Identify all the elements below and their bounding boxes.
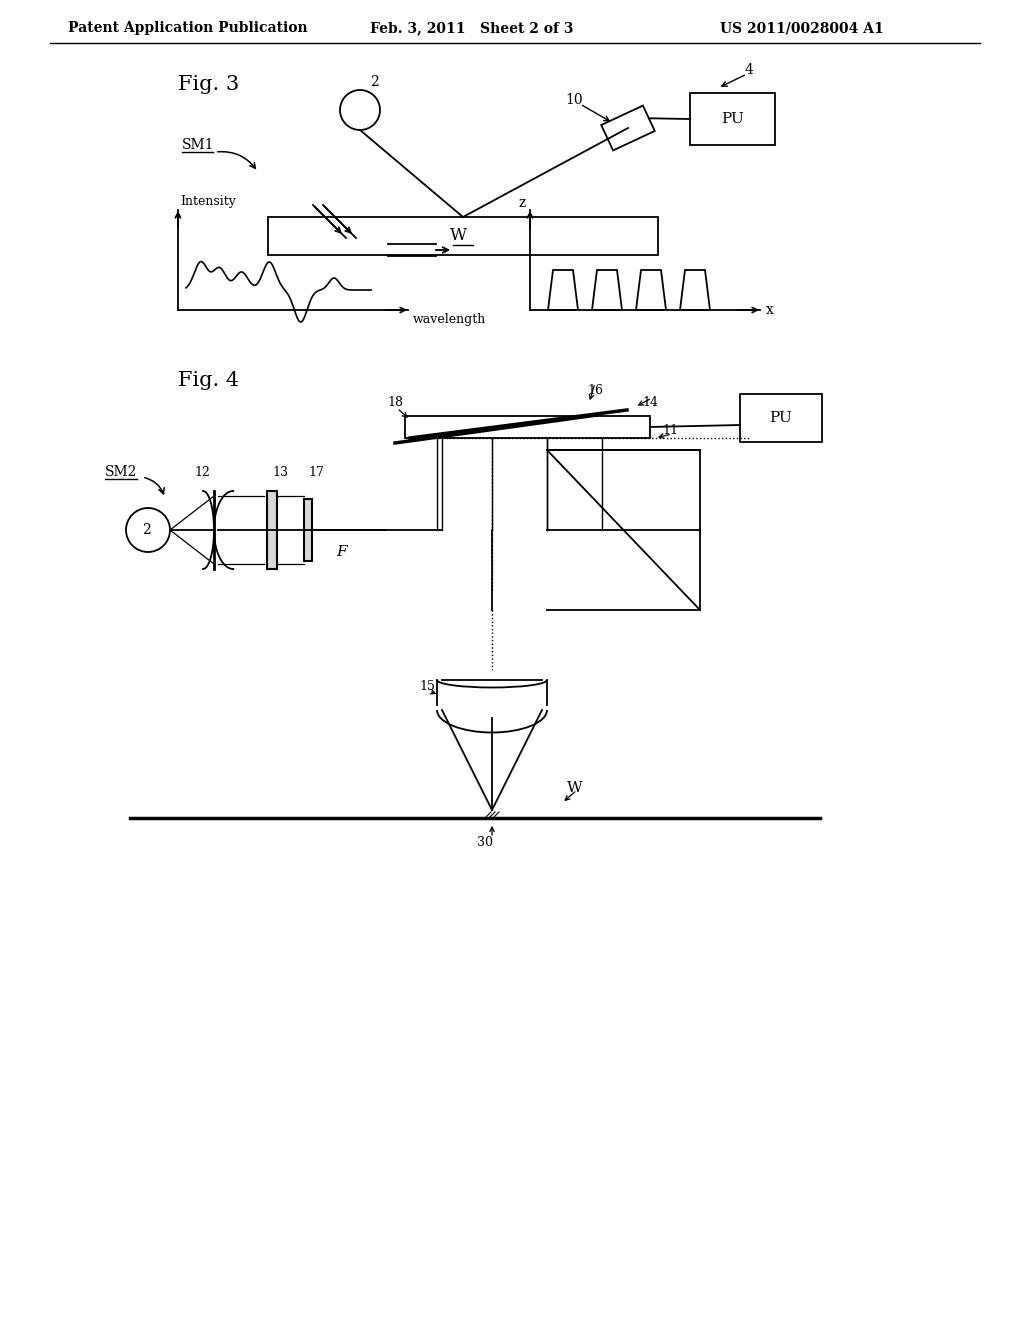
Text: Fig. 3: Fig. 3 (178, 75, 240, 95)
FancyArrowPatch shape (144, 478, 164, 494)
Text: wavelength: wavelength (413, 313, 486, 326)
Text: 11: 11 (662, 424, 678, 437)
Bar (267, 491, 278, 569)
Text: W: W (567, 781, 583, 795)
Text: 10: 10 (565, 92, 583, 107)
Text: PU: PU (770, 411, 793, 425)
Text: x: x (766, 304, 774, 317)
Text: 18: 18 (387, 396, 403, 408)
Text: F: F (337, 545, 347, 558)
Bar (304, 499, 312, 561)
Text: PU: PU (721, 112, 744, 125)
Text: z: z (519, 195, 526, 210)
Text: 17: 17 (308, 466, 324, 479)
Bar (740, 393, 822, 442)
Text: 2: 2 (370, 75, 379, 88)
Bar (406, 416, 650, 438)
Text: SM1: SM1 (182, 139, 214, 152)
Text: 2: 2 (141, 523, 151, 537)
Text: US 2011/0028004 A1: US 2011/0028004 A1 (720, 21, 884, 36)
Text: W: W (450, 227, 467, 244)
Text: 13: 13 (272, 466, 288, 479)
Text: SM2: SM2 (105, 465, 137, 479)
FancyArrowPatch shape (218, 152, 255, 169)
Text: 14: 14 (642, 396, 658, 408)
Text: 15: 15 (419, 681, 435, 693)
Bar (690, 92, 775, 145)
Text: Fig. 4: Fig. 4 (178, 371, 240, 389)
Text: 16: 16 (587, 384, 603, 396)
Text: Feb. 3, 2011   Sheet 2 of 3: Feb. 3, 2011 Sheet 2 of 3 (370, 21, 573, 36)
Bar (268, 216, 658, 255)
Text: 30: 30 (477, 837, 493, 850)
Text: 12: 12 (195, 466, 210, 479)
Text: Intensity: Intensity (180, 195, 236, 209)
Text: Patent Application Publication: Patent Application Publication (68, 21, 307, 36)
Text: 4: 4 (745, 63, 754, 77)
